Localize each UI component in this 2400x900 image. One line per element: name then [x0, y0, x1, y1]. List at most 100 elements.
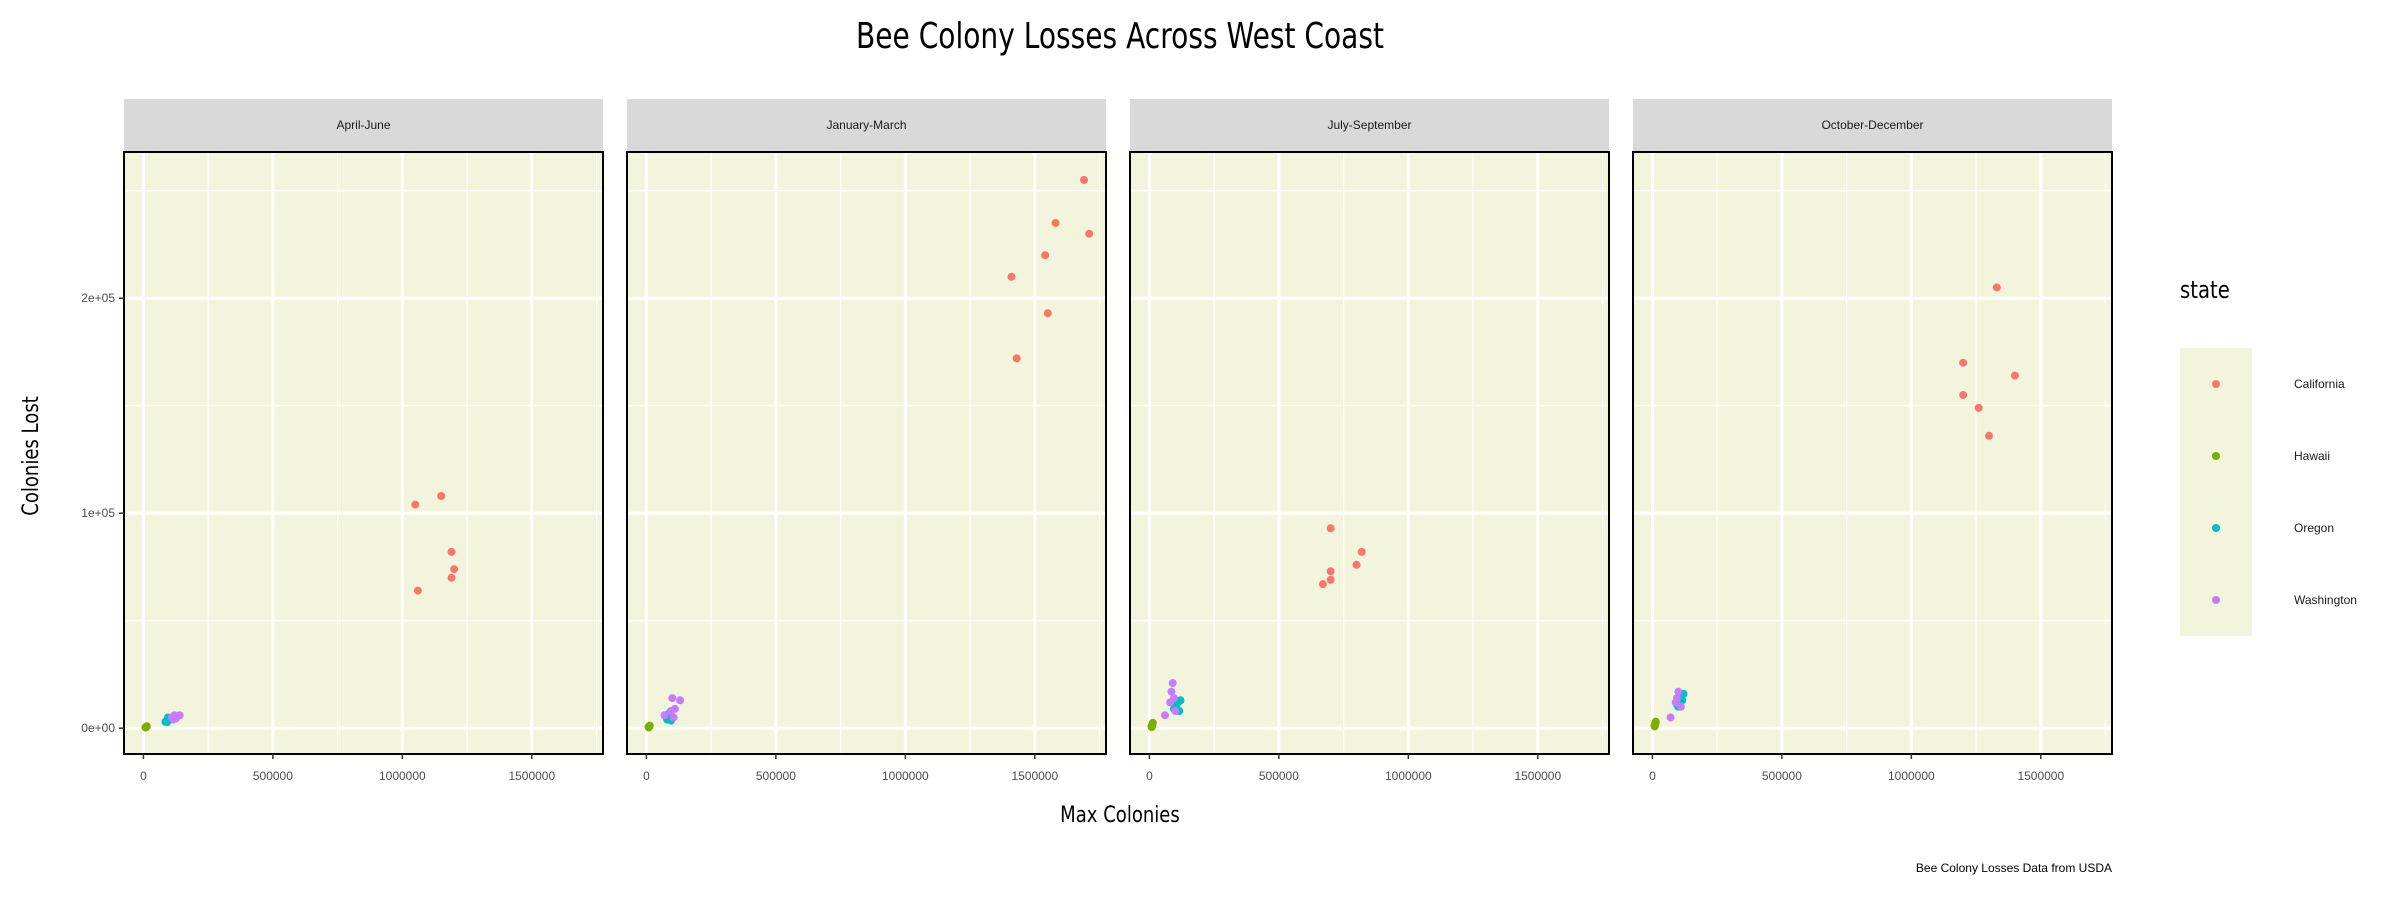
- facet-panels: April-June 0 500000 1000000 1500000 0e+00 1e+0…: [81, 99, 2113, 783]
- data-point-california: [1959, 390, 1968, 399]
- data-point-california: [1012, 354, 1021, 363]
- legend-key-california: [2212, 380, 2220, 388]
- data-point-california: [1007, 272, 1016, 281]
- x-tick-label: 1500000: [1514, 769, 1561, 783]
- data-point-california: [437, 492, 446, 500]
- chart-title: Bee Colony Losses Across West Coast: [856, 15, 1384, 57]
- y-tick-label: 1e+05: [81, 506, 115, 520]
- facet-strip-label: October-December: [1821, 118, 1923, 132]
- data-point-washington: [1666, 713, 1675, 722]
- data-point-washington: [1170, 694, 1179, 703]
- data-point-washington: [1167, 687, 1176, 696]
- data-point-washington: [169, 715, 178, 724]
- legend-key-background: [2180, 348, 2252, 636]
- facet-strip-label: July-September: [1327, 118, 1411, 132]
- data-point-washington: [1168, 679, 1177, 688]
- panel-border: [1129, 151, 1610, 755]
- data-point-california: [1318, 580, 1327, 589]
- data-point-washington: [1171, 707, 1180, 715]
- panel-border: [1632, 151, 2113, 755]
- legend-title: state: [2180, 277, 2230, 304]
- data-point-california: [1992, 283, 2001, 292]
- x-axis-label: Max Colonies: [1060, 801, 1180, 827]
- data-point-hawaii: [1650, 721, 1659, 730]
- data-point-california: [447, 547, 456, 556]
- legend-label: Oregon: [2294, 521, 2334, 535]
- data-point-washington: [1673, 694, 1682, 703]
- data-point-california: [1085, 229, 1094, 238]
- data-point-california: [450, 565, 459, 574]
- data-point-california: [411, 500, 420, 509]
- x-tick-label: 1500000: [2017, 769, 2064, 783]
- data-point-california: [413, 586, 422, 595]
- panel-background: [124, 152, 603, 754]
- data-point-california: [1326, 567, 1335, 576]
- x-tick-label: 1000000: [379, 769, 426, 783]
- data-point-california: [1959, 358, 1968, 367]
- y-tick-label: 2e+05: [81, 291, 115, 305]
- data-point-california: [1041, 251, 1050, 260]
- data-point-hawaii: [141, 723, 150, 732]
- legend: state California Hawaii Oregon Washington: [2180, 277, 2357, 636]
- legend-label: California: [2294, 377, 2345, 391]
- data-point-california: [447, 573, 456, 582]
- x-tick-label: 500000: [756, 769, 796, 783]
- facet-strip-label: January-March: [826, 118, 906, 132]
- x-tick-label: 1000000: [1385, 769, 1432, 783]
- panel-border: [123, 151, 604, 755]
- data-point-california: [1051, 218, 1060, 227]
- x-tick-label: 0: [643, 769, 650, 783]
- panel-background: [1130, 152, 1609, 754]
- data-point-washington: [1160, 711, 1169, 720]
- legend-key-oregon: [2212, 524, 2220, 532]
- panel-background: [627, 152, 1106, 754]
- facet-panel: January-March 0 500000 1000000 1500000: [626, 99, 1107, 783]
- data-point-washington: [668, 694, 677, 703]
- x-tick-label: 0: [1146, 769, 1153, 783]
- y-axis-label: Colonies Lost: [17, 396, 43, 516]
- facet-strip: [627, 99, 1106, 151]
- facet-strip: [1130, 99, 1609, 151]
- legend-key-washington: [2212, 596, 2220, 604]
- data-point-oregon: [1176, 696, 1185, 705]
- data-point-california: [2010, 371, 2019, 380]
- x-tick-label: 500000: [1259, 769, 1299, 783]
- data-point-washington: [676, 696, 685, 705]
- x-tick-label: 0: [1649, 769, 1656, 783]
- legend-label: Washington: [2294, 593, 2357, 607]
- facet-panel: October-December 0 500000 1000000 1500000: [1632, 99, 2113, 783]
- data-point-hawaii: [1147, 722, 1156, 731]
- panel-border: [626, 151, 1107, 755]
- data-point-california: [1043, 309, 1052, 318]
- legend-key-hawaii: [2212, 452, 2220, 460]
- data-point-california: [1079, 175, 1088, 184]
- facet-strip: [124, 99, 603, 151]
- chart-caption: Bee Colony Losses Data from USDA: [1916, 861, 2112, 875]
- facet-strip-label: April-June: [336, 118, 390, 132]
- data-point-washington: [175, 711, 184, 720]
- data-point-california: [1326, 575, 1335, 584]
- facet-strip: [1633, 99, 2112, 151]
- data-point-washington: [1676, 702, 1685, 711]
- y-tick-label: 0e+00: [81, 721, 115, 735]
- facet-panel: July-September 0 500000 1000000 1500000: [1129, 99, 1610, 783]
- data-point-washington: [669, 713, 678, 722]
- data-point-hawaii: [644, 722, 653, 731]
- x-tick-label: 1500000: [508, 769, 555, 783]
- x-tick-label: 500000: [253, 769, 293, 783]
- data-point-california: [1974, 403, 1983, 412]
- x-tick-label: 1000000: [882, 769, 929, 783]
- panel-background: [1633, 152, 2112, 754]
- data-point-california: [1357, 547, 1366, 556]
- facet-panel: April-June 0 500000 1000000 1500000 0e+00 1e+0…: [81, 99, 604, 783]
- data-point-california: [1326, 524, 1335, 533]
- data-point-california: [1985, 431, 1994, 440]
- x-tick-label: 1000000: [1888, 769, 1935, 783]
- x-tick-label: 500000: [1762, 769, 1802, 783]
- data-point-california: [1352, 560, 1361, 569]
- data-point-washington: [660, 711, 669, 720]
- legend-label: Hawaii: [2294, 449, 2330, 463]
- data-point-washington: [667, 707, 676, 715]
- data-point-washington: [1674, 687, 1683, 696]
